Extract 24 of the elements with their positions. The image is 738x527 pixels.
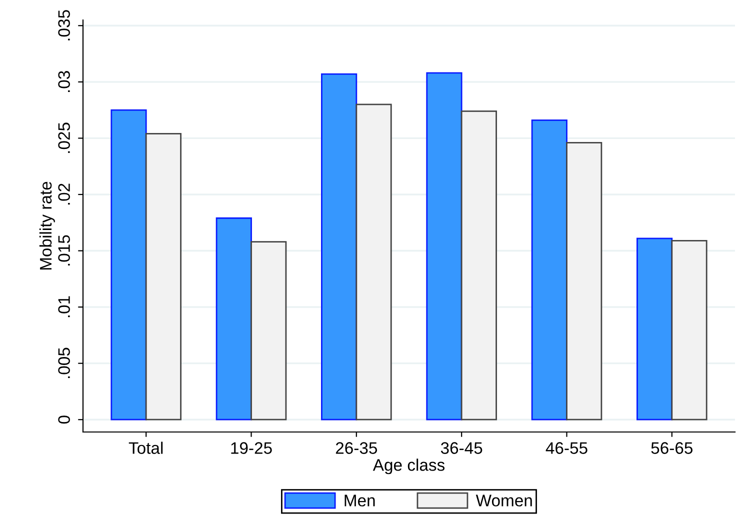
x-axis-title: Age class — [372, 458, 445, 474]
y-tick-label: .03 — [58, 71, 70, 92]
y-tick-label: .02 — [58, 184, 70, 205]
x-tick-label: 56-65 — [651, 442, 693, 454]
y-tick-label: .025 — [58, 122, 70, 153]
bar — [531, 119, 568, 420]
x-tick-label: 26-35 — [336, 442, 378, 454]
legend-label: Women — [476, 494, 532, 506]
y-tick-label: .005 — [58, 348, 70, 378]
x-tick-label: 46-55 — [546, 442, 588, 454]
bar — [426, 72, 462, 420]
x-tick-label: 19-25 — [231, 442, 272, 454]
bar — [216, 217, 252, 420]
x-tick-label: 36-45 — [440, 442, 482, 454]
bar — [321, 73, 358, 420]
x-tick-label: Total — [128, 442, 163, 454]
bar — [110, 109, 147, 420]
y-tick-label: .01 — [58, 296, 70, 318]
bar — [636, 238, 673, 420]
y-tick-label: .035 — [58, 10, 70, 40]
y-tick-label: .015 — [58, 235, 70, 266]
y-tick-label: 0 — [58, 416, 70, 424]
y-axis-title: Mobility rate — [39, 182, 55, 270]
legend-label: Men — [344, 494, 375, 506]
